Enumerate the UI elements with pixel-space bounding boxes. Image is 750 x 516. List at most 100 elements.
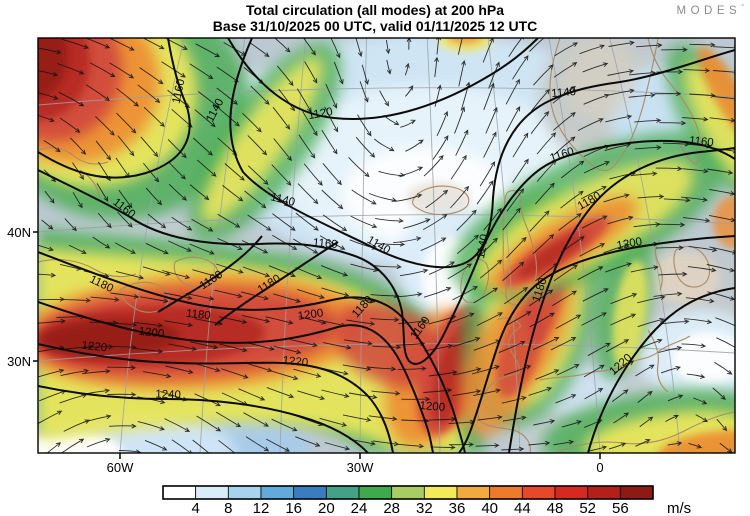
colorbar-cell xyxy=(619,485,654,500)
speed-band xyxy=(437,38,493,52)
wind-arrow xyxy=(322,214,348,232)
wind-arrow xyxy=(115,242,136,254)
wind-arrow xyxy=(195,43,221,58)
wind-arrow xyxy=(553,112,576,131)
wind-arrow xyxy=(92,236,111,249)
wind-arrow xyxy=(164,292,193,300)
wind-arrow xyxy=(219,343,248,353)
wind-arrow xyxy=(398,166,424,177)
wind-arrow xyxy=(376,241,406,247)
wind-arrow xyxy=(143,162,160,183)
wind-arrow xyxy=(587,342,611,357)
wind-arrow xyxy=(321,389,350,398)
wind-arrow xyxy=(321,287,350,297)
wind-arrow xyxy=(134,321,164,328)
colorbar-tick-label: 28 xyxy=(383,500,400,516)
wind-arrow xyxy=(238,388,266,401)
wind-arrow xyxy=(215,411,242,428)
wind-arrow xyxy=(85,84,111,101)
wind-arrow xyxy=(165,365,194,375)
contour-label: 1180 xyxy=(185,308,211,323)
wind-arrow xyxy=(682,217,711,223)
wind-arrow xyxy=(506,236,527,259)
wind-arrow xyxy=(393,236,422,244)
wind-arrow xyxy=(342,364,372,372)
wind-arrow xyxy=(505,311,532,326)
wind-arrow xyxy=(168,240,192,252)
wind-arrow xyxy=(712,96,735,102)
wind-arrow xyxy=(667,394,684,402)
wind-arrow xyxy=(168,183,187,201)
wind-arrow xyxy=(197,91,221,109)
wind-arrow xyxy=(630,171,658,177)
wind-arrow xyxy=(218,316,248,325)
contour-line-1180 xyxy=(38,251,466,453)
wind-arrow xyxy=(529,312,555,328)
wind-arrow xyxy=(137,84,161,103)
wind-arrow xyxy=(684,318,713,325)
wind-arrow xyxy=(368,193,397,202)
colorbar-cell xyxy=(195,485,229,500)
speed-band xyxy=(713,196,735,248)
wind-arrow xyxy=(423,286,452,298)
contour-label: 1200 xyxy=(297,307,324,322)
wind-arrow xyxy=(191,218,214,232)
wind-arrow xyxy=(681,116,709,122)
wind-arrow xyxy=(659,120,687,126)
wind-arrow xyxy=(658,271,688,277)
wind-arrow xyxy=(528,289,554,307)
speed-band xyxy=(38,430,125,453)
wind-arrow xyxy=(324,442,351,451)
wind-arrow xyxy=(38,272,57,278)
coastline xyxy=(79,169,101,199)
wind-arrow xyxy=(560,190,584,209)
wind-arrow xyxy=(116,87,139,107)
wind-arrow xyxy=(689,42,716,48)
speed-band xyxy=(406,182,470,214)
colorbar-frame xyxy=(162,485,654,500)
wind-arrow xyxy=(714,361,733,375)
wind-arrow xyxy=(405,139,424,152)
wind-arrow xyxy=(38,114,55,123)
coastline xyxy=(38,147,109,165)
wind-arrow xyxy=(61,38,90,49)
wind-arrow xyxy=(295,212,319,231)
wind-arrow xyxy=(453,367,482,376)
colorbar-tick-label: 20 xyxy=(318,500,335,516)
wind-arrow xyxy=(247,165,269,185)
colorbar-tick-label: 8 xyxy=(224,500,232,516)
wind-arrow xyxy=(637,317,665,328)
wind-arrow xyxy=(216,263,244,274)
wind-arrow xyxy=(452,336,481,348)
colorbar-cell xyxy=(260,485,295,500)
wind-arrow xyxy=(192,137,213,156)
wind-arrow xyxy=(637,194,665,200)
wind-arrow xyxy=(688,442,703,449)
wind-arrow xyxy=(610,293,638,305)
wind-arrow xyxy=(372,344,402,350)
wind-arrow xyxy=(72,192,83,209)
wind-arrow xyxy=(192,439,212,453)
wind-arrow xyxy=(512,55,529,80)
wind-arrow xyxy=(635,42,663,48)
wind-arrow xyxy=(473,287,499,304)
wind-arrow xyxy=(57,63,85,75)
coastline xyxy=(673,245,711,288)
colorbar-tick-label: 48 xyxy=(547,500,564,516)
wind-arrow xyxy=(241,314,271,324)
parallel-line xyxy=(38,214,735,233)
wind-arrow xyxy=(86,438,111,448)
wind-arrow xyxy=(681,343,707,349)
wind-arrow xyxy=(134,347,164,354)
wind-arrow xyxy=(64,344,94,350)
wind-arrow xyxy=(117,135,135,157)
wind-arrow xyxy=(344,339,373,346)
wind-arrow xyxy=(681,196,709,203)
wind-arrow xyxy=(164,418,191,432)
wind-arrow xyxy=(506,106,521,132)
wind-arrow xyxy=(582,288,609,302)
wind-arrow xyxy=(501,395,527,404)
contour-lines xyxy=(38,38,735,453)
modes-logo: MODES° xyxy=(676,4,744,17)
